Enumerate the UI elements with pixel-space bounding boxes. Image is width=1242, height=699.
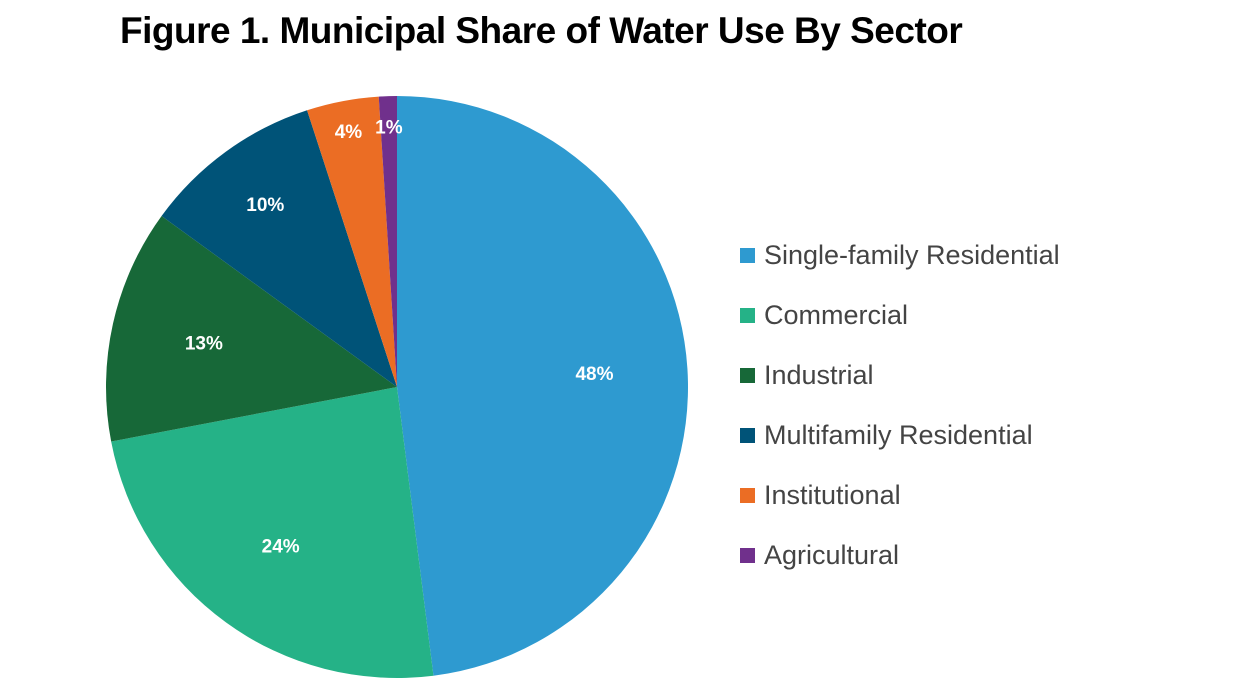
pie-slice-multifamily-residential <box>161 110 397 387</box>
legend-swatch <box>740 427 755 443</box>
data-label-commercial: 24% <box>262 537 300 558</box>
legend-item-single-family-residential: Single-family Residential <box>740 225 1060 285</box>
legend: Single-family Residential Commercial Ind… <box>740 225 1060 585</box>
data-label-institutional: 4% <box>335 122 363 143</box>
legend-item-industrial: Industrial <box>740 345 1060 405</box>
legend-swatch <box>740 307 755 323</box>
chart-title: Figure 1. Municipal Share of Water Use B… <box>120 10 963 51</box>
data-label-industrial: 13% <box>185 333 223 354</box>
legend-swatch <box>740 547 755 563</box>
pie-slice-commercial <box>111 387 434 679</box>
legend-label: Multifamily Residential <box>764 419 1033 450</box>
pie-slice-institutional <box>307 96 397 387</box>
legend-item-multifamily-residential: Multifamily Residential <box>740 405 1060 465</box>
legend-swatch <box>740 247 755 263</box>
legend-label: Single-family Residential <box>764 239 1060 270</box>
data-label-single-family-residential: 48% <box>575 364 613 385</box>
legend-swatch <box>740 367 755 383</box>
legend-item-commercial: Commercial <box>740 285 1060 345</box>
legend-item-agricultural: Agricultural <box>740 525 1060 585</box>
legend-label: Institutional <box>764 479 901 510</box>
data-label-agricultural: 1% <box>375 118 403 139</box>
data-label-multifamily-residential: 10% <box>246 195 284 216</box>
legend-label: Agricultural <box>764 539 900 570</box>
legend-item-institutional: Institutional <box>740 465 1060 525</box>
legend-label: Industrial <box>764 359 874 390</box>
pie-slice-single-family-residential <box>397 96 689 676</box>
pie-slice-agricultural <box>378 96 397 387</box>
legend-swatch <box>740 487 755 503</box>
pie-slice-industrial <box>106 215 397 442</box>
legend-label: Commercial <box>764 299 909 330</box>
